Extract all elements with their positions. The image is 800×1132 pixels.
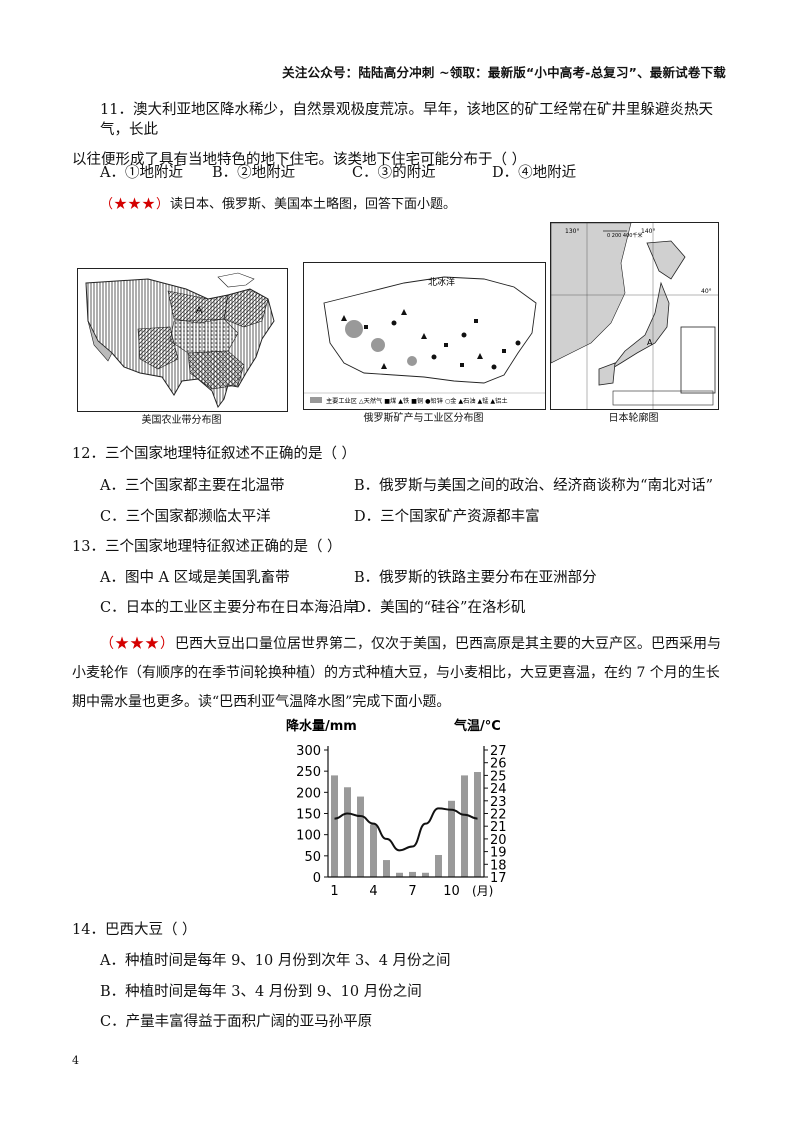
q14-option-c: C．产量丰富得益于面积广阔的亚马孙平原 (100, 1014, 373, 1030)
page-header: 关注公众号：陆陆高分冲刺 ~领取：最新版“小中高考-总复习”、最新试卷下载 (282, 65, 726, 80)
q11-line2: 以往便形成了具有当地特色的地下住宅。该类地下住宅可能分布于（ ） (72, 152, 527, 168)
temp-tick-label: 27 (490, 744, 507, 759)
q14-stem: 14．巴西大豆（ ） (72, 922, 197, 938)
q11-option-d: D．④地附近 (492, 165, 577, 181)
japan-map-graphic: 130° 140° 0 200 400千米 40° A (550, 222, 718, 409)
month-tick-label: 4 (369, 884, 377, 899)
precip-tick-label: 250 (296, 765, 321, 780)
month-tick-label: 7 (408, 884, 416, 899)
q14-option-b: B．种植时间是每年 3、4 月份到 9、10 月份之间 (100, 984, 422, 1000)
temp-line (334, 807, 478, 852)
q13-option-a: A．图中 A 区域是美国乳畜带 (100, 570, 290, 586)
temp-tick-label: 25 (490, 769, 507, 784)
japan-lat-40-label: 40° (701, 288, 712, 295)
temp-tick-label: 21 (490, 820, 507, 835)
precip-bar (435, 854, 442, 877)
precip-bar (331, 775, 338, 877)
precip-tick-label: 150 (296, 808, 321, 823)
difficulty-stars-2: （★★★） (100, 636, 175, 652)
difficulty-stars: （★★★） (100, 197, 171, 212)
temp-tick-label: 23 (490, 795, 507, 810)
precip-bar (448, 800, 455, 877)
precip-bar (461, 775, 468, 877)
precip-tick-label: 100 (296, 829, 321, 844)
q12-option-a: A．三个国家都主要在北温带 (100, 478, 285, 494)
precip-bar (344, 787, 351, 877)
month-unit-label: (月) (472, 884, 493, 898)
q13-stem: 13．三个国家地理特征叙述正确的是（ ） (72, 539, 342, 555)
russia-map-legend: 主要工业区 △天然气 ■煤 ▲铁 ■铜 ●铅锌 ○金 ▲石油 ▲锰 ▲铝土 (326, 397, 508, 405)
q11-option-a: A．①地附近 (100, 165, 183, 181)
question-11: 11．澳大利亚地区降水稀少，自然景观极度荒凉。早年，该地区的矿工经常在矿井里躲避… (72, 100, 740, 170)
usa-region-a-label: A (196, 306, 203, 316)
temp-tick-label: 19 (490, 846, 507, 861)
q14-option-a: A．种植时间是每年 9、10 月份到次年 3、4 月份之间 (100, 953, 451, 969)
precip-axis-title: 降水量/mm (286, 718, 357, 734)
russia-map-graphic: 北冰洋 主要工业区 △天然气 ■煤 ▲铁 ■铜 ●铅锌 ○金 ▲石油 ▲锰 ▲铝… (304, 276, 545, 405)
q13-option-c: C．日本的工业区主要分布在日本海沿岸 (100, 600, 358, 616)
temp-axis-title: 气温/°C (454, 718, 501, 734)
usa-map-caption: 美国农业带分布图 (141, 415, 222, 426)
precip-bar (370, 824, 377, 877)
precip-axis: 0 50 100 150 200 250 300 (296, 744, 329, 886)
temp-tick-label: 17 (490, 871, 507, 886)
precip-tick-label: 0 (313, 871, 321, 886)
usa-map-graphic: A (85, 272, 275, 409)
q12-option-b: B．俄罗斯与美国之间的政治、经济商谈称为“南北对话” (354, 478, 713, 494)
japan-map: 130° 140° 0 200 400千米 40° A (550, 222, 719, 410)
q12-option-d: D．三个国家矿产资源都丰富 (354, 509, 540, 525)
q11-option-b: B．②地附近 (212, 165, 296, 181)
temp-tick-label: 24 (490, 782, 507, 797)
arctic-ocean-label: 北冰洋 (428, 276, 455, 288)
temp-tick-label: 18 (490, 858, 507, 873)
month-tick-label: 1 (330, 884, 338, 899)
precip-tick-label: 300 (296, 744, 321, 759)
precip-bars (331, 772, 481, 877)
japan-lon-130-label: 130° (565, 228, 579, 235)
usa-agri-map: A (77, 268, 288, 412)
precip-bar (409, 871, 416, 877)
japan-map-caption: 日本轮廓图 (608, 413, 659, 424)
q13-option-b: B．俄罗斯的铁路主要分布在亚洲部分 (354, 570, 597, 586)
intro-maps-text: 读日本、俄罗斯、美国本土略图，回答下面小题。 (170, 197, 457, 212)
japan-scale-label: 0 200 400千米 (607, 232, 642, 239)
intro-maps: （★★★）读日本、俄罗斯、美国本土略图，回答下面小题。 (100, 195, 456, 215)
temp-tick-label: 20 (490, 833, 507, 848)
q12-option-c: C．三个国家都濒临太平洋 (100, 509, 271, 525)
russia-map: 北冰洋 主要工业区 △天然气 ■煤 ▲铁 ■铜 ●铅锌 ○金 ▲石油 ▲锰 ▲铝… (303, 262, 546, 410)
precip-tick-label: 200 (296, 786, 321, 801)
precip-tick-label: 50 (304, 850, 321, 865)
page-number: 4 (72, 1054, 79, 1067)
month-axis: 1 4 7 10 (月) (328, 876, 493, 899)
intro-brazil: （★★★）巴西大豆出口量位居世界第二，仅次于美国，巴西高原是其主要的大豆产区。巴… (72, 630, 732, 717)
month-tick-label: 10 (443, 884, 460, 899)
temp-tick-label: 22 (490, 808, 507, 823)
intro-brazil-line3: 期中需水量也更多。读“巴西利亚气温降水图”完成下面小题。 (72, 694, 451, 710)
q13-option-d: D．美国的“硅谷”在洛杉矶 (354, 600, 526, 616)
intro-brazil-line2: 小麦轮作（有顺序的在季节间轮换种植）的方式种植大豆，与小麦相比，大豆更喜温，在约… (72, 665, 720, 681)
temp-tick-label: 26 (490, 757, 507, 772)
japan-lon-140-label: 140° (641, 228, 655, 235)
q11-option-c: C．③的附近 (352, 165, 436, 181)
precip-bar (474, 772, 481, 877)
precip-bar (357, 796, 364, 877)
russia-map-caption: 俄罗斯矿产与工业区分布图 (363, 413, 484, 424)
intro-brazil-line1: 巴西大豆出口量位居世界第二，仅次于美国，巴西高原是其主要的大豆产区。巴西采用与 (175, 636, 721, 652)
precip-bar (383, 860, 390, 877)
precip-bar (422, 872, 429, 877)
q12-stem: 12．三个国家地理特征叙述不正确的是（ ） (72, 446, 357, 462)
japan-region-a-label: A (647, 338, 653, 347)
q11-line1: 11．澳大利亚地区降水稀少，自然景观极度荒凉。早年，该地区的矿工经常在矿井里躲避… (100, 102, 713, 138)
precip-bar (396, 872, 403, 877)
